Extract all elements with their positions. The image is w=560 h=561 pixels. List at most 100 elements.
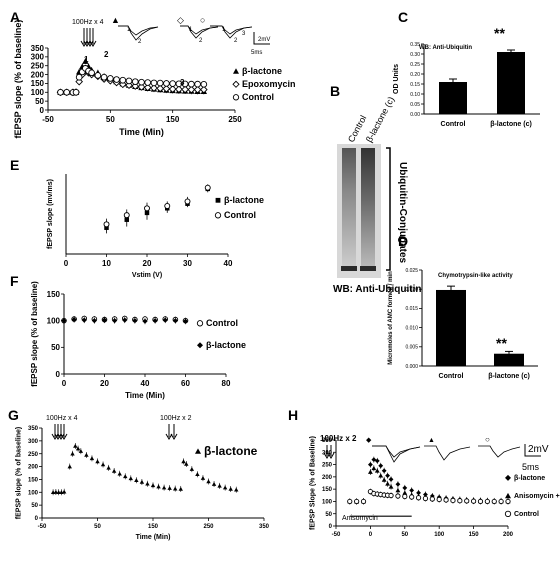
series-Control bbox=[57, 65, 208, 96]
x-tick-label: 150 bbox=[469, 532, 480, 538]
stim-label-g2: 100Hz x 2 bbox=[160, 415, 192, 422]
example-traces-h bbox=[372, 445, 521, 463]
data-point bbox=[117, 471, 122, 476]
data-point bbox=[395, 481, 401, 487]
legend-label: β-lactone bbox=[224, 195, 264, 205]
data-point bbox=[88, 69, 95, 77]
stim-label-g1: 100Hz x 4 bbox=[46, 415, 78, 422]
data-point bbox=[415, 495, 422, 501]
x-axis-label: Time (Min) bbox=[119, 127, 164, 137]
data-point bbox=[385, 473, 390, 479]
data-point bbox=[95, 459, 100, 464]
legend-marker bbox=[197, 342, 203, 349]
y-tick-label: 300 bbox=[31, 53, 45, 62]
data-point bbox=[168, 85, 177, 93]
data-point bbox=[82, 58, 89, 64]
scale-bar-h bbox=[524, 444, 541, 457]
data-point bbox=[122, 317, 128, 323]
data-point bbox=[200, 80, 208, 88]
legend-marker bbox=[504, 510, 512, 518]
data-point bbox=[139, 479, 145, 484]
data-point bbox=[150, 79, 158, 87]
legend-label: β-lactone bbox=[242, 66, 282, 76]
anisomycin-label: Anisomycin bbox=[342, 515, 378, 522]
data-point bbox=[156, 484, 161, 489]
y-tick-label: 0.30 bbox=[410, 52, 420, 58]
y-tick-label: 0.005 bbox=[405, 345, 418, 351]
data-point bbox=[222, 485, 228, 490]
y-tick-label: 0.015 bbox=[405, 306, 418, 312]
data-point bbox=[200, 475, 206, 480]
inset-label-c: WB: Anti-Ubiquitin bbox=[419, 45, 472, 51]
data-point bbox=[103, 221, 110, 228]
legend-marker bbox=[505, 474, 511, 481]
data-point bbox=[123, 212, 130, 219]
legend-label: Anisomycin +β-lactone bbox=[514, 493, 560, 500]
data-point bbox=[111, 468, 117, 473]
conjugate-bracket bbox=[386, 147, 391, 271]
y-tick-label: 100 bbox=[31, 88, 45, 97]
data-point bbox=[152, 318, 158, 324]
data-point bbox=[385, 481, 390, 486]
data-point bbox=[137, 83, 146, 91]
x-tick-label: 20 bbox=[143, 259, 152, 268]
chart-e: 0 10 20 30 40 Vstim (V) fEPSP slope (mv/ms) β-l… bbox=[47, 174, 264, 279]
x-tick-label: 10 bbox=[102, 259, 111, 268]
data-point bbox=[402, 490, 408, 495]
y-tick-label: 0 bbox=[56, 370, 61, 379]
series-β-lactone bbox=[61, 316, 189, 325]
chart-f: 0 50 100 150 0 20 40 60 80 Time (Min) fEPSP slope … bbox=[30, 281, 246, 400]
data-point bbox=[112, 318, 118, 324]
data-point bbox=[378, 473, 384, 478]
data-point bbox=[100, 462, 106, 467]
data-point bbox=[187, 85, 196, 94]
data-point bbox=[374, 468, 380, 473]
data-point bbox=[464, 498, 470, 504]
legend-marker bbox=[505, 492, 511, 499]
data-point bbox=[101, 317, 108, 323]
panel-a-annotations: 100Hz x 4 ▲ ◇ ○ 1 2 1 2 1 2 3 2mV 5ms 1 … bbox=[72, 15, 270, 87]
y-axis-label: Micromoles of AMC formed / min bbox=[388, 271, 394, 365]
data-point bbox=[416, 490, 421, 496]
x-tick-label: 0 bbox=[64, 259, 69, 268]
data-point bbox=[143, 83, 152, 92]
data-point bbox=[199, 85, 208, 94]
y-axis-label: fEPSP slope (% of baseline) bbox=[30, 281, 39, 387]
data-point bbox=[443, 497, 449, 503]
data-point bbox=[204, 184, 211, 191]
data-point bbox=[81, 317, 87, 323]
data-point bbox=[381, 468, 387, 474]
y-tick-label: 300 bbox=[28, 439, 39, 445]
trace-marker-diamond: ◆ bbox=[366, 437, 372, 444]
x-tick-label: 200 bbox=[503, 532, 514, 538]
data-point bbox=[113, 76, 120, 83]
data-point bbox=[477, 498, 484, 505]
western-blot-b: Control β-lactone (c) Ubiquitin-Conjugat… bbox=[333, 95, 422, 295]
panel-letter-h: H bbox=[288, 407, 298, 423]
x-tick-label: 250 bbox=[228, 115, 242, 124]
data-point bbox=[436, 496, 442, 503]
data-point bbox=[163, 80, 170, 87]
y-tick-label: 350 bbox=[322, 438, 333, 444]
data-point bbox=[188, 80, 195, 88]
data-point bbox=[217, 483, 222, 488]
y-tick-label: 150 bbox=[322, 487, 333, 493]
data-point bbox=[195, 472, 200, 477]
data-point bbox=[381, 477, 387, 482]
data-point bbox=[150, 84, 158, 92]
data-point bbox=[498, 498, 504, 505]
legend-marker bbox=[195, 448, 201, 454]
legend-label: Control bbox=[514, 511, 539, 518]
y-tick-label: 200 bbox=[28, 465, 39, 471]
inset-label-d: Chymotrypsin-like activity bbox=[438, 273, 513, 279]
x-tick-label: 50 bbox=[401, 532, 408, 538]
series-Anisomycin +β-lactone bbox=[347, 465, 511, 505]
data-point bbox=[182, 318, 189, 324]
trace-marker-triangle: ▲ bbox=[428, 437, 435, 444]
data-point bbox=[167, 485, 172, 490]
y-axis-label: fEPSP slope (% of baseline) bbox=[15, 427, 22, 519]
lane-label-lactone: β-lactone (c) bbox=[364, 95, 396, 144]
data-point bbox=[409, 494, 415, 500]
x-tick-label: 250 bbox=[203, 524, 214, 530]
